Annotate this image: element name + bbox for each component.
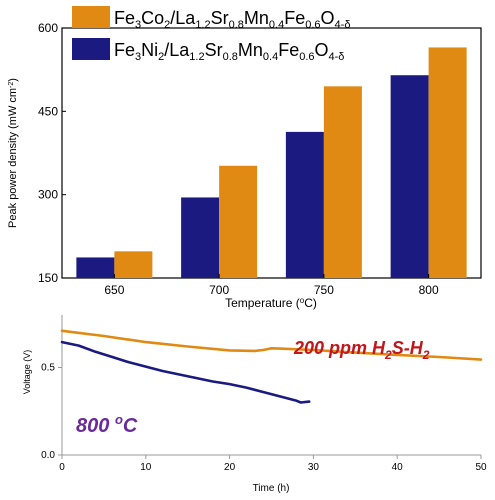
line-y-axis: 0.0 0.5: [41, 363, 62, 461]
atmosphere-annotation: 200 ppm H2S-H2: [293, 338, 430, 362]
bar-fe3ni2-700: [181, 197, 220, 278]
bar-series-group: [76, 47, 467, 278]
legend-label-fe3ni2: Fe3Ni2/La1.2Sr0.8Mn0.4Fe0.6O4-δ: [114, 40, 344, 63]
bar-y-axis: 150 300 450 600: [38, 21, 66, 285]
bar-x-tick-label-650: 650: [104, 283, 124, 297]
bar-fe3ni2-800: [390, 75, 429, 278]
voltage-line-fe3ni2: [60, 340, 311, 404]
temperature-annotation: 800 oC: [76, 412, 138, 437]
line-y-tick-label-0.5: 0.5: [41, 363, 55, 374]
bar-y-axis-label: Peak power density (mW cm-2): [7, 78, 19, 228]
line-x-tick-label-20: 20: [224, 462, 236, 473]
bar-x-tick-label-700: 700: [209, 283, 229, 297]
bar-fe3ni2-750: [285, 131, 324, 278]
line-y-axis-label: Voltage (V): [22, 350, 32, 395]
line-x-tick-label-30: 30: [308, 462, 320, 473]
bar-fe3co2-700: [219, 165, 258, 278]
legend-swatch-fe3ni2: [72, 38, 110, 60]
bar-fe3ni2-650: [76, 257, 115, 278]
bar-x-axis-label: Temperature (oC): [225, 296, 317, 311]
line-x-axis-label: Time (h): [253, 483, 290, 494]
line-chart: 0.00.5 0 10 20 30 40 50 Time (h) Voltage (V) …: [22, 315, 487, 494]
line-x-tick-label-40: 40: [392, 462, 404, 473]
voltage-line-fe3co2: [60, 329, 483, 361]
line-x-axis: 0 10 20 30 40 50: [59, 455, 487, 473]
line-series-group: [60, 329, 483, 404]
bar-y-tick-label-150: 150: [38, 271, 58, 285]
bar-x-tick-label-800: 800: [419, 283, 439, 297]
bar-y-tick-label-600: 600: [38, 21, 58, 35]
bar-x-axis: 650 700 750 800: [104, 274, 439, 297]
line-y-tick-label-0.0: 0.0: [41, 450, 55, 461]
bar-x-tick-label-750: 750: [314, 283, 334, 297]
line-x-tick-label-0: 0: [59, 462, 65, 473]
bar-fe3co2-800: [428, 47, 467, 278]
bar-fe3co2-750: [323, 86, 362, 278]
bar-fe3co2-650: [114, 251, 153, 278]
bar-chart-frame: [61, 27, 482, 279]
legend-label-fe3co2: Fe3Co2/La1.2Sr0.8Mn0.4Fe0.6O4-δ: [114, 8, 350, 31]
legend-swatch-fe3co2: [72, 6, 110, 28]
bar-legend: Fe3Co2/La1.2Sr0.8Mn0.4Fe0.6O4-δ Fe3Ni2/L…: [72, 6, 350, 63]
bar-chart: 150 300 450 600 650 700 750 800 Temperature (o…: [7, 6, 482, 311]
bar-y-tick-label-300: 300: [38, 188, 58, 202]
bar-y-tick-label-450: 450: [38, 104, 58, 118]
line-x-tick-label-10: 10: [140, 462, 152, 473]
line-x-tick-label-50: 50: [475, 462, 487, 473]
